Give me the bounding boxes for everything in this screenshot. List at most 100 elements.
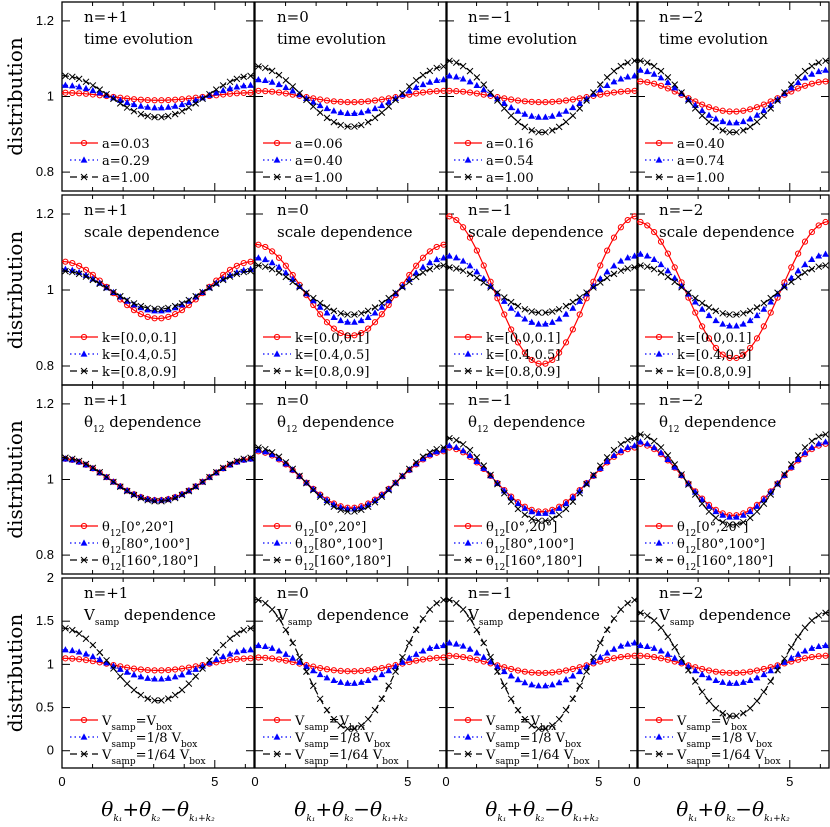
data-point-triangle [96, 279, 104, 286]
series-line [254, 446, 448, 513]
legend-label-part: =1/8 V [520, 731, 566, 746]
data-point-circle [317, 664, 324, 672]
data-point-triangle [446, 72, 453, 79]
data-point-circle [151, 667, 158, 674]
panel-n-label: n=−1 [468, 8, 512, 26]
data-point-triangle [624, 640, 632, 647]
panel-n-label: n=−1 [468, 201, 512, 219]
legend-label-part: θ [102, 520, 110, 535]
data-point-triangle [240, 646, 248, 654]
legend-label-part: θ [486, 554, 494, 569]
panel-subtitle-part: samp [670, 618, 695, 628]
data-point-triangle [282, 460, 290, 467]
data-point-triangle [767, 667, 775, 674]
data-point-triangle [103, 659, 110, 666]
data-point-cross [144, 304, 152, 312]
data-point-triangle [364, 313, 372, 320]
data-point-cross [330, 715, 338, 723]
data-point-cross [357, 506, 365, 514]
legend-marker [273, 333, 281, 341]
data-point-cross [199, 288, 206, 296]
data-point-circle [351, 668, 358, 675]
data-point-triangle [815, 440, 823, 447]
data-point-cross [521, 715, 529, 723]
data-point-triangle [637, 438, 644, 445]
data-point-triangle [385, 667, 393, 674]
data-point-cross [753, 118, 761, 126]
data-point-triangle [247, 265, 254, 272]
panel-frame [254, 577, 448, 769]
data-point-circle [610, 655, 618, 662]
legend-label-part: V [485, 714, 496, 729]
data-point-triangle [760, 106, 768, 114]
panel-n-label: n=+1 [84, 201, 128, 219]
legend-label-part: V [485, 731, 496, 746]
data-point-cross [392, 289, 399, 297]
data-point-cross [480, 81, 488, 88]
data-point-cross [103, 284, 110, 292]
data-point-cross [719, 518, 727, 526]
data-point-cross [233, 75, 241, 83]
data-point-cross [685, 666, 692, 674]
data-point-cross [212, 86, 220, 93]
data-point-circle [644, 79, 651, 86]
data-point-triangle [610, 451, 618, 459]
data-point-cross [206, 656, 213, 664]
legend-label-part: =V [520, 714, 541, 729]
data-point-cross [576, 682, 584, 690]
legend-label-part: θ [295, 554, 303, 569]
data-point-triangle [733, 679, 740, 686]
data-point-cross [357, 121, 365, 129]
data-point-cross [96, 86, 104, 93]
data-point-circle [822, 652, 829, 659]
data-point-triangle [521, 679, 529, 686]
legend-label-part: box [573, 757, 589, 767]
data-point-triangle [426, 450, 434, 458]
series-line [61, 456, 255, 503]
data-point-cross [199, 95, 206, 103]
data-point-cross [685, 97, 692, 104]
legend-label: Vsamp=1/8 Vbox [101, 731, 197, 750]
data-point-triangle [371, 309, 379, 316]
panel-subtitle: Vsamp dependence [83, 606, 216, 628]
data-point-cross [337, 722, 345, 729]
legend-label-part: 12 [303, 563, 314, 573]
data-point-cross [500, 489, 508, 497]
data-point-cross [698, 299, 706, 307]
legend-label: Vsamp=Vbox [676, 714, 747, 733]
data-point-circle [247, 258, 254, 265]
data-point-cross [399, 472, 406, 480]
data-point-cross [555, 305, 563, 313]
data-point-circle [556, 668, 563, 675]
legend-label-part: box [374, 740, 390, 750]
data-point-triangle [576, 99, 584, 106]
data-point-triangle [480, 464, 488, 471]
data-point-cross [68, 626, 76, 634]
panel-n-label: n=−1 [468, 584, 512, 602]
data-point-triangle [643, 252, 651, 259]
data-point-cross [603, 74, 611, 81]
data-point-cross [226, 78, 234, 86]
data-point-triangle [433, 76, 441, 84]
data-point-circle [453, 88, 460, 95]
data-point-circle [255, 654, 262, 661]
data-point-cross [664, 74, 672, 81]
legend-marker [80, 333, 88, 341]
data-point-triangle [255, 641, 262, 649]
data-point-cross [576, 105, 584, 112]
data-point-cross [617, 62, 625, 70]
data-point-triangle [255, 254, 262, 261]
data-point-cross [399, 283, 406, 291]
data-point-triangle [624, 443, 632, 450]
data-point-circle [419, 656, 427, 663]
data-point-triangle [555, 504, 563, 511]
data-point-triangle [726, 513, 733, 520]
data-point-triangle [466, 262, 474, 269]
data-point-triangle [323, 674, 331, 681]
data-point-cross [726, 311, 733, 318]
legend-label-part: V [485, 748, 496, 763]
data-point-cross [75, 270, 83, 278]
data-point-triangle [412, 83, 420, 91]
data-point-triangle [282, 83, 290, 91]
